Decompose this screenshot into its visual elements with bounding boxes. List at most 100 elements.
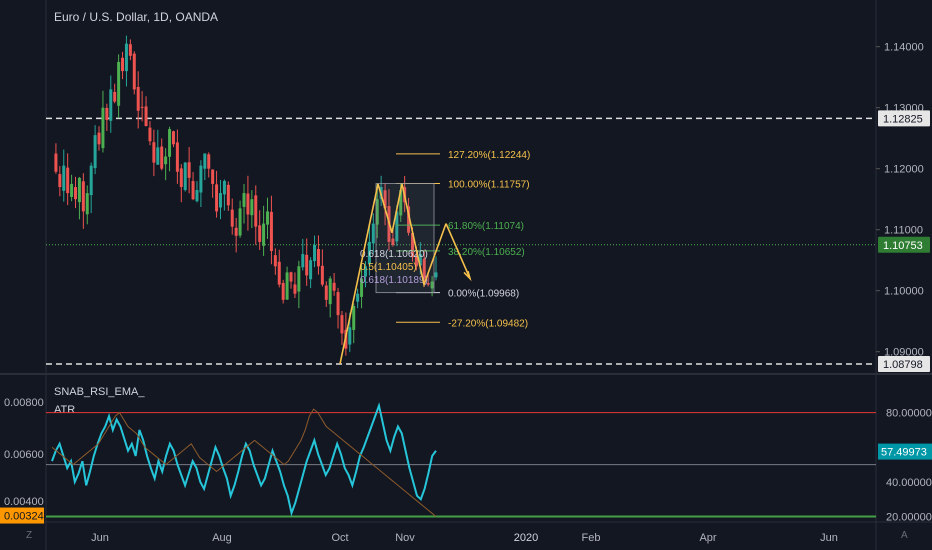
timezone-icon[interactable]: Z: [26, 530, 33, 541]
candle-body: [269, 211, 273, 252]
level-price-label: 1.12825: [883, 113, 923, 125]
candle-body: [74, 187, 78, 200]
candle-body: [148, 127, 152, 142]
candle-body: [371, 223, 375, 244]
atr-tick-label: 0.00800: [4, 397, 44, 409]
candle-body: [383, 190, 387, 209]
candle-body: [222, 180, 226, 195]
atr-tick-label: 0.00600: [4, 449, 44, 461]
candle-body: [195, 190, 199, 202]
candle-body: [152, 142, 156, 163]
time-axis[interactable]: Jun Aug Oct Nov 2020 Feb Apr Jun: [91, 532, 838, 544]
time-tick-label: Apr: [699, 532, 716, 544]
price-tick-label: 1.10000: [884, 286, 924, 298]
candle-body: [85, 193, 89, 215]
candle-body: [262, 223, 266, 246]
rsi-indicator-label[interactable]: SNAB_RSI_EMA_: [54, 386, 145, 398]
price-tick-label: 1.09000: [884, 347, 924, 359]
fib-ext-label: 0.00%(1.09968): [448, 289, 519, 300]
candle-body: [77, 177, 81, 203]
candle-body: [218, 193, 222, 208]
candle-body: [132, 53, 136, 90]
candle-body: [258, 225, 262, 242]
fib-ext-label: 38.20%(1.10652): [448, 247, 525, 258]
candle-body: [313, 244, 317, 262]
candle-body: [297, 266, 301, 292]
candle-body: [367, 241, 371, 265]
candle-body: [66, 167, 70, 194]
candle-body: [160, 146, 164, 169]
candle-body: [266, 211, 270, 225]
candle-body: [215, 184, 219, 212]
horizontal-levels: [46, 117, 876, 365]
atr-line: [51, 408, 437, 517]
candle-body: [230, 209, 234, 227]
candlestick-series: [54, 35, 438, 356]
candle-body: [117, 61, 121, 106]
candle-body: [179, 168, 183, 187]
time-tick-label: Nov: [395, 532, 415, 544]
fib-retr-label: 0.5(1.10405): [360, 262, 417, 273]
indicator-pane: 0.00800 0.00600 0.00400 0.00324 80.00000 40.0…: [0, 397, 932, 524]
candle-body: [136, 86, 140, 111]
candle-body: [434, 272, 438, 278]
candle-body: [414, 256, 418, 267]
time-tick-label: 2020: [514, 532, 538, 544]
time-tick-label: Aug: [212, 532, 232, 544]
candle-body: [81, 181, 85, 212]
candle-body: [105, 107, 109, 120]
rsi-tick-label: 80.00000: [886, 408, 932, 420]
candle-body: [348, 327, 352, 345]
candle-body: [399, 190, 403, 216]
level-price-tag: [878, 110, 930, 127]
projection-arrow: [445, 223, 471, 279]
candle-body: [332, 282, 336, 291]
price-axis[interactable]: 1.140001.130001.120001.110001.100001.090…: [876, 42, 930, 373]
candle-body: [407, 206, 411, 233]
candle-body: [62, 165, 66, 191]
candle-body: [422, 258, 426, 279]
candle-body: [242, 193, 246, 207]
atr-value-label: 0.00324: [4, 511, 44, 523]
candle-body: [289, 272, 293, 282]
candle-body: [250, 199, 254, 216]
candle-body: [277, 261, 281, 285]
candle-body: [293, 284, 297, 294]
candle-body: [144, 106, 148, 126]
candle-body: [336, 292, 340, 316]
time-tick-label: Jun: [91, 532, 109, 544]
candle-body: [97, 132, 101, 145]
candle-body: [128, 44, 132, 56]
candle-body: [391, 238, 395, 245]
candle-body: [199, 165, 203, 193]
fib-ext-label: 100.00%(1.11757): [448, 180, 530, 191]
level-price-label: 1.08798: [883, 359, 923, 371]
candle-body: [191, 181, 195, 200]
candle-body: [93, 135, 97, 169]
candle-body: [281, 282, 285, 300]
candle-body: [109, 89, 113, 121]
fib-retr-label: 0.618(1.10620): [360, 249, 428, 260]
level-price-label: 1.10753: [883, 240, 923, 252]
rsi-ema-line: [51, 402, 437, 517]
candle-body: [101, 107, 105, 149]
candle-body: [89, 165, 93, 196]
price-tick-label: 1.11000: [884, 225, 923, 237]
candle-body: [171, 131, 175, 145]
auto-scale-icon[interactable]: A: [901, 530, 908, 541]
fibonacci-drawing[interactable]: 127.20%(1.12244) 100.00%(1.11757) 61.80%(1…: [339, 150, 530, 365]
time-tick-label: Jun: [820, 532, 838, 544]
candle-body: [140, 106, 144, 108]
fib-box: [375, 183, 435, 294]
candle-body: [156, 147, 160, 165]
candle-body: [375, 199, 379, 225]
rsi-tick-label: 40.00000: [886, 477, 932, 489]
time-tick-label: Feb: [582, 532, 601, 544]
atr-value-tag: [0, 507, 44, 524]
candle-body: [183, 162, 187, 191]
candle-body: [360, 278, 364, 297]
candle-body: [121, 57, 125, 72]
candle-body: [211, 169, 215, 184]
